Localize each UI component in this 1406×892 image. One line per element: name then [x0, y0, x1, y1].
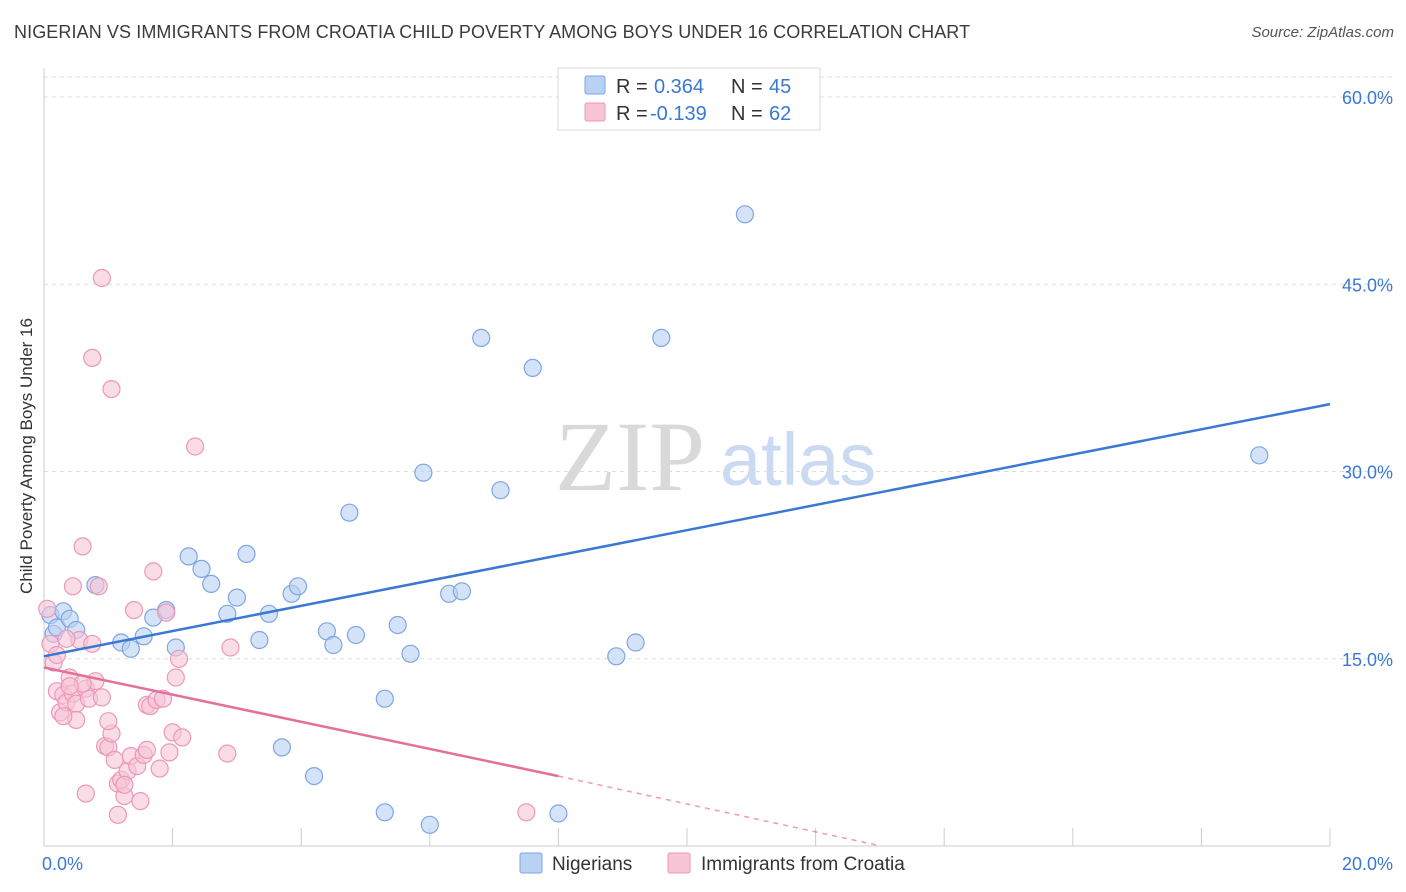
- point-nigerians: [121, 639, 140, 658]
- chart-title: NIGERIAN VS IMMIGRANTS FROM CROATIA CHIL…: [14, 22, 971, 42]
- legend-n-label-pink: N =: [731, 103, 763, 125]
- point-nigerians: [607, 647, 626, 666]
- point-nigerians: [1250, 446, 1269, 465]
- point-croatia: [173, 728, 192, 747]
- point-nigerians: [414, 463, 433, 482]
- point-croatia: [517, 803, 536, 822]
- point-croatia: [38, 599, 57, 618]
- y-tick-label: 30.0%: [1342, 463, 1393, 483]
- point-nigerians: [420, 815, 439, 834]
- source-label: Source: ZipAtlas.com: [1251, 24, 1394, 41]
- legend-r-value-blue: 0.364: [654, 76, 704, 98]
- tick-labels: 15.0% 30.0% 45.0% 60.0% 0.0% 20.0%: [42, 88, 1393, 874]
- point-nigerians: [375, 689, 394, 708]
- point-nigerians: [288, 577, 308, 596]
- point-nigerians: [218, 604, 237, 623]
- y-axis-label: Child Poverty Among Boys Under 16: [17, 318, 36, 594]
- point-croatia: [60, 677, 79, 696]
- point-croatia: [137, 740, 156, 760]
- point-nigerians: [626, 633, 645, 652]
- point-nigerians: [250, 630, 269, 650]
- point-nigerians: [735, 205, 755, 224]
- series-legend-swatch-nigerians: [519, 852, 543, 874]
- point-croatia: [144, 562, 163, 581]
- point-croatia: [218, 744, 237, 763]
- point-nigerians: [237, 544, 256, 564]
- point-croatia: [92, 688, 112, 707]
- point-nigerians: [375, 803, 394, 822]
- stats-legend: R = 0.364 N = 45 R = -0.139 N = 62: [557, 67, 821, 131]
- point-nigerians: [179, 547, 198, 566]
- point-nigerians: [652, 328, 671, 347]
- point-croatia: [63, 577, 83, 596]
- series-legend-swatch-croatia: [667, 852, 691, 874]
- point-nigerians: [227, 588, 246, 607]
- point-croatia: [160, 743, 179, 762]
- point-croatia: [131, 791, 150, 811]
- point-nigerians: [452, 582, 471, 601]
- series-legend-label-croatia: Immigrants from Croatia: [701, 854, 905, 875]
- point-croatia: [83, 634, 102, 653]
- point-nigerians: [491, 481, 510, 500]
- point-croatia: [115, 775, 134, 794]
- trendline-croatia-extension: [558, 775, 882, 847]
- point-croatia: [102, 380, 121, 399]
- point-croatia: [83, 348, 102, 367]
- watermark-atlas: atlas: [720, 418, 876, 501]
- y-tick-label: 60.0%: [1342, 88, 1393, 108]
- point-nigerians: [202, 574, 221, 594]
- watermark-zip: ZIP: [555, 401, 705, 512]
- point-croatia: [76, 784, 95, 803]
- x-minor-ticks: [172, 828, 1331, 846]
- point-croatia: [99, 712, 118, 731]
- legend-r-label-pink: R =: [616, 103, 648, 125]
- point-croatia: [108, 805, 128, 824]
- gridlines: [44, 76, 1392, 660]
- legend-n-value-pink: 62: [769, 103, 791, 125]
- point-croatia: [92, 268, 112, 288]
- point-nigerians: [523, 358, 542, 377]
- point-nigerians: [272, 738, 291, 757]
- legend-n-label-blue: N =: [731, 76, 763, 98]
- x-tick-label: 0.0%: [42, 854, 83, 874]
- series-legend: Nigerians Immigrants from Croatia: [519, 852, 905, 875]
- legend-r-value-pink: -0.139: [650, 103, 707, 125]
- point-nigerians: [340, 503, 359, 522]
- y-tick-label: 15.0%: [1342, 650, 1393, 670]
- trendline-croatia: [43, 666, 559, 778]
- point-croatia: [186, 437, 205, 456]
- point-croatia: [221, 638, 240, 657]
- legend-swatch-blue: [584, 75, 606, 95]
- legend-swatch-pink: [584, 102, 606, 122]
- point-nigerians: [346, 625, 365, 645]
- point-nigerians: [388, 615, 407, 635]
- point-nigerians: [324, 635, 343, 655]
- point-croatia: [157, 603, 176, 622]
- data-points: [38, 205, 1269, 834]
- point-croatia: [57, 629, 76, 648]
- series-legend-label-nigerians: Nigerians: [552, 854, 632, 875]
- point-nigerians: [305, 766, 324, 786]
- point-croatia: [124, 600, 144, 620]
- legend-n-value-blue: 45: [769, 76, 791, 98]
- point-croatia: [89, 577, 108, 596]
- point-croatia: [54, 707, 73, 726]
- point-croatia: [169, 649, 189, 668]
- point-nigerians: [549, 804, 568, 823]
- point-nigerians: [401, 644, 420, 663]
- point-nigerians: [192, 559, 211, 579]
- point-croatia: [150, 759, 169, 778]
- y-tick-label: 45.0%: [1342, 275, 1393, 295]
- point-croatia: [73, 537, 92, 556]
- trend-lines: [43, 402, 1331, 847]
- x-tick-label: 20.0%: [1342, 854, 1393, 874]
- point-nigerians: [472, 328, 491, 347]
- point-croatia: [166, 668, 185, 687]
- legend-r-label-blue: R =: [616, 76, 648, 98]
- trendline-nigerians: [43, 402, 1331, 658]
